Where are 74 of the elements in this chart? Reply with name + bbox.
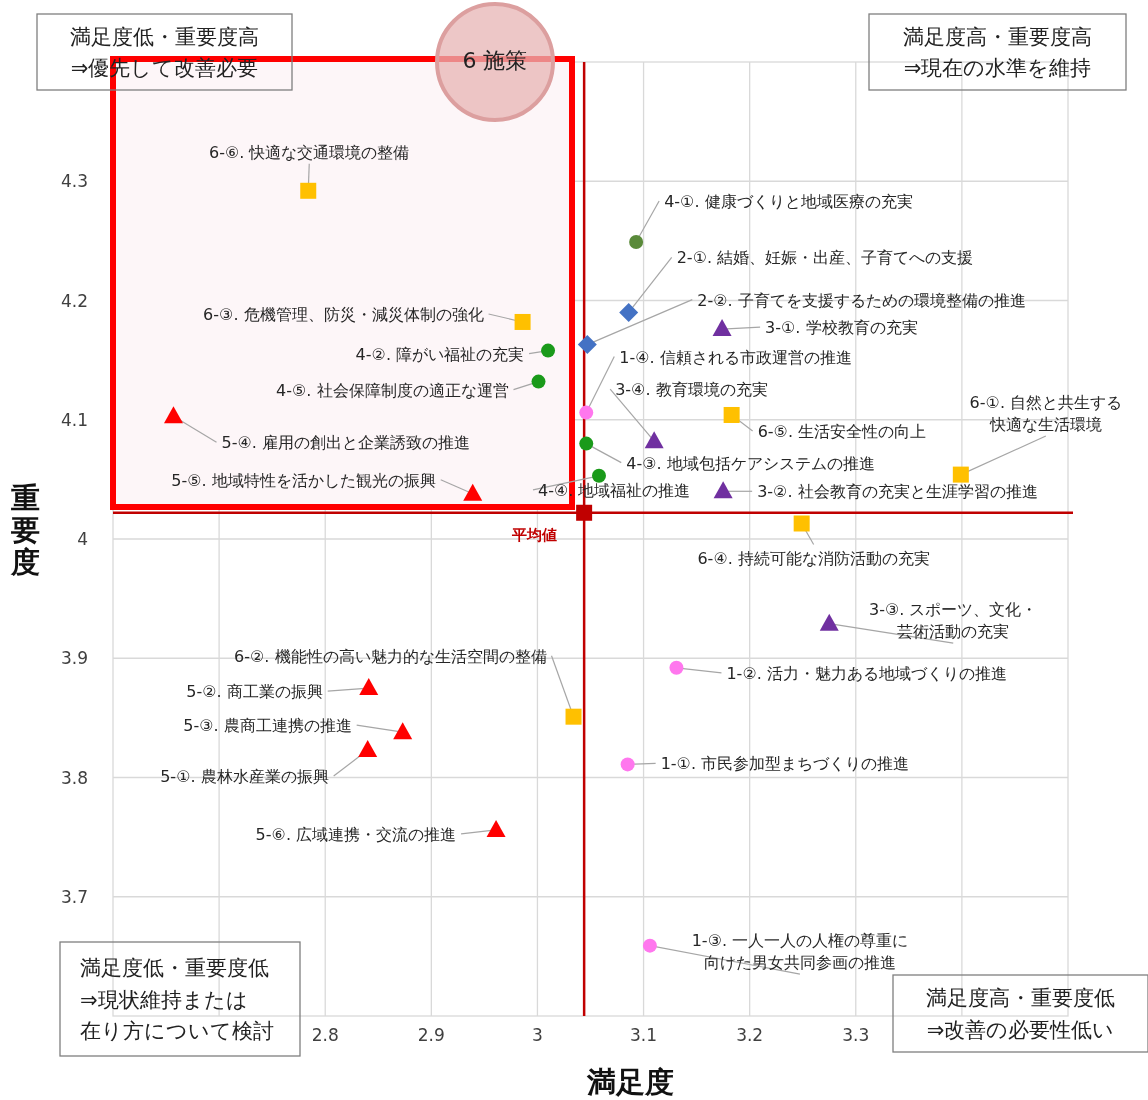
x-tick-label: 3 [532, 1025, 543, 1045]
annotation: 5-②. 商工業の振興 [186, 682, 323, 702]
annotation: 2-②. 子育てを支援するための環境整備の推進 [697, 290, 1026, 310]
annotation: 1-④. 信頼される市政運営の推進 [619, 347, 852, 367]
y-tick-label: 4 [77, 529, 88, 549]
annotation: 6-②. 機能性の高い魅力的な生活空間の整備 [234, 646, 547, 666]
x-tick-label: 3.2 [736, 1025, 764, 1045]
point [629, 235, 644, 250]
point [619, 302, 639, 322]
y-axis-title: 重要度 [9, 481, 40, 579]
annotation: 6-③. 危機管理、防災・減災体制の強化 [203, 304, 484, 324]
point [644, 431, 664, 449]
annotation: 5-⑤. 地域特性を活かした観光の振興 [171, 470, 436, 490]
annotation: 満足度高・重要度低 ⇒改善の必要性低い [926, 986, 1115, 1042]
annotation: 4-⑤. 社会保障制度の適正な運営 [276, 380, 509, 400]
annotation: 満足度高・重要度高 ⇒現在の水準を維持 [903, 24, 1092, 81]
point [577, 335, 597, 355]
annotation: 6-①. 自然と共生する快適な生活環境 [969, 392, 1123, 435]
annotation: 3-②. 社会教育の充実と生涯学習の推進 [757, 482, 1038, 502]
point [579, 436, 594, 451]
x-axis-title: 満足度 [586, 1065, 674, 1099]
annotation: 6-④. 持続可能な消防活動の充実 [697, 549, 930, 569]
point [541, 343, 556, 358]
y-tick-label: 3.9 [60, 648, 88, 669]
point [486, 819, 506, 837]
y-tick-label: 3.7 [60, 886, 88, 907]
annotation: 1-③. 一人一人の人権の尊重に向けた男女共同参画の推進 [691, 930, 909, 973]
point [793, 515, 810, 532]
point [359, 678, 379, 696]
y-tick-label: 4.3 [60, 171, 88, 192]
point [358, 740, 378, 758]
point [514, 313, 531, 330]
annotation: 6-⑤. 生活安全性の向上 [757, 421, 927, 441]
x-tick-label: 3.1 [630, 1025, 658, 1045]
annotation: 1-②. 活力・魅力ある地域づくりの推進 [726, 663, 1007, 683]
x-tick-label: 2.8 [311, 1025, 339, 1045]
point [620, 757, 635, 772]
annotation: 1-①. 市民参加型まちづくりの推進 [660, 754, 910, 774]
point [712, 319, 732, 337]
point [669, 660, 684, 675]
annotation: 4-③. 地域包括ケアシステムの推進 [626, 453, 875, 473]
annotation: 5-⑥. 広域連携・交流の推進 [255, 824, 457, 844]
annotation: 5-④. 雇用の創出と企業誘致の推進 [221, 433, 470, 453]
x-tick-label: 3.3 [842, 1025, 870, 1045]
y-tick-label: 4.2 [60, 290, 88, 311]
point [576, 504, 593, 521]
series-label: 平均値 [510, 525, 557, 544]
point [300, 182, 317, 199]
y-tick-label: 3.8 [60, 767, 88, 788]
point [952, 466, 969, 483]
annotation: 3-①. 学校教育の充実 [765, 318, 918, 338]
y-tick-label: 4.1 [60, 409, 88, 430]
point [565, 708, 582, 725]
annotation: 2-①. 結婚、妊娠・出産、子育てへの支援 [676, 248, 974, 268]
point [591, 468, 606, 483]
annotation: 5-③. 農商工連携の推進 [183, 716, 352, 736]
point [393, 722, 413, 740]
annotation: 4-②. 障がい福祉の充実 [355, 344, 525, 364]
point [579, 405, 594, 420]
annotation: 満足度低・重要度低 ⇒現状維持または在り方について検討 [80, 956, 274, 1044]
annotation: 4-①. 健康づくりと地域医療の充実 [664, 192, 913, 212]
annotation: 5-①. 農林水産業の振興 [160, 767, 329, 787]
annotation: 6 施策 [462, 47, 528, 73]
annotation: 6-⑥. 快適な交通環境の整備 [209, 142, 410, 162]
annotation: 3-③. スポーツ、文化・芸術活動の充実 [869, 599, 1038, 642]
x-tick-label: 2.9 [417, 1025, 445, 1045]
point [531, 374, 546, 389]
point [163, 406, 183, 424]
point [723, 406, 740, 423]
point [819, 613, 839, 631]
point [713, 481, 733, 499]
point [642, 938, 657, 953]
point [463, 483, 483, 501]
annotation: 3-④. 教育環境の充実 [615, 380, 768, 400]
